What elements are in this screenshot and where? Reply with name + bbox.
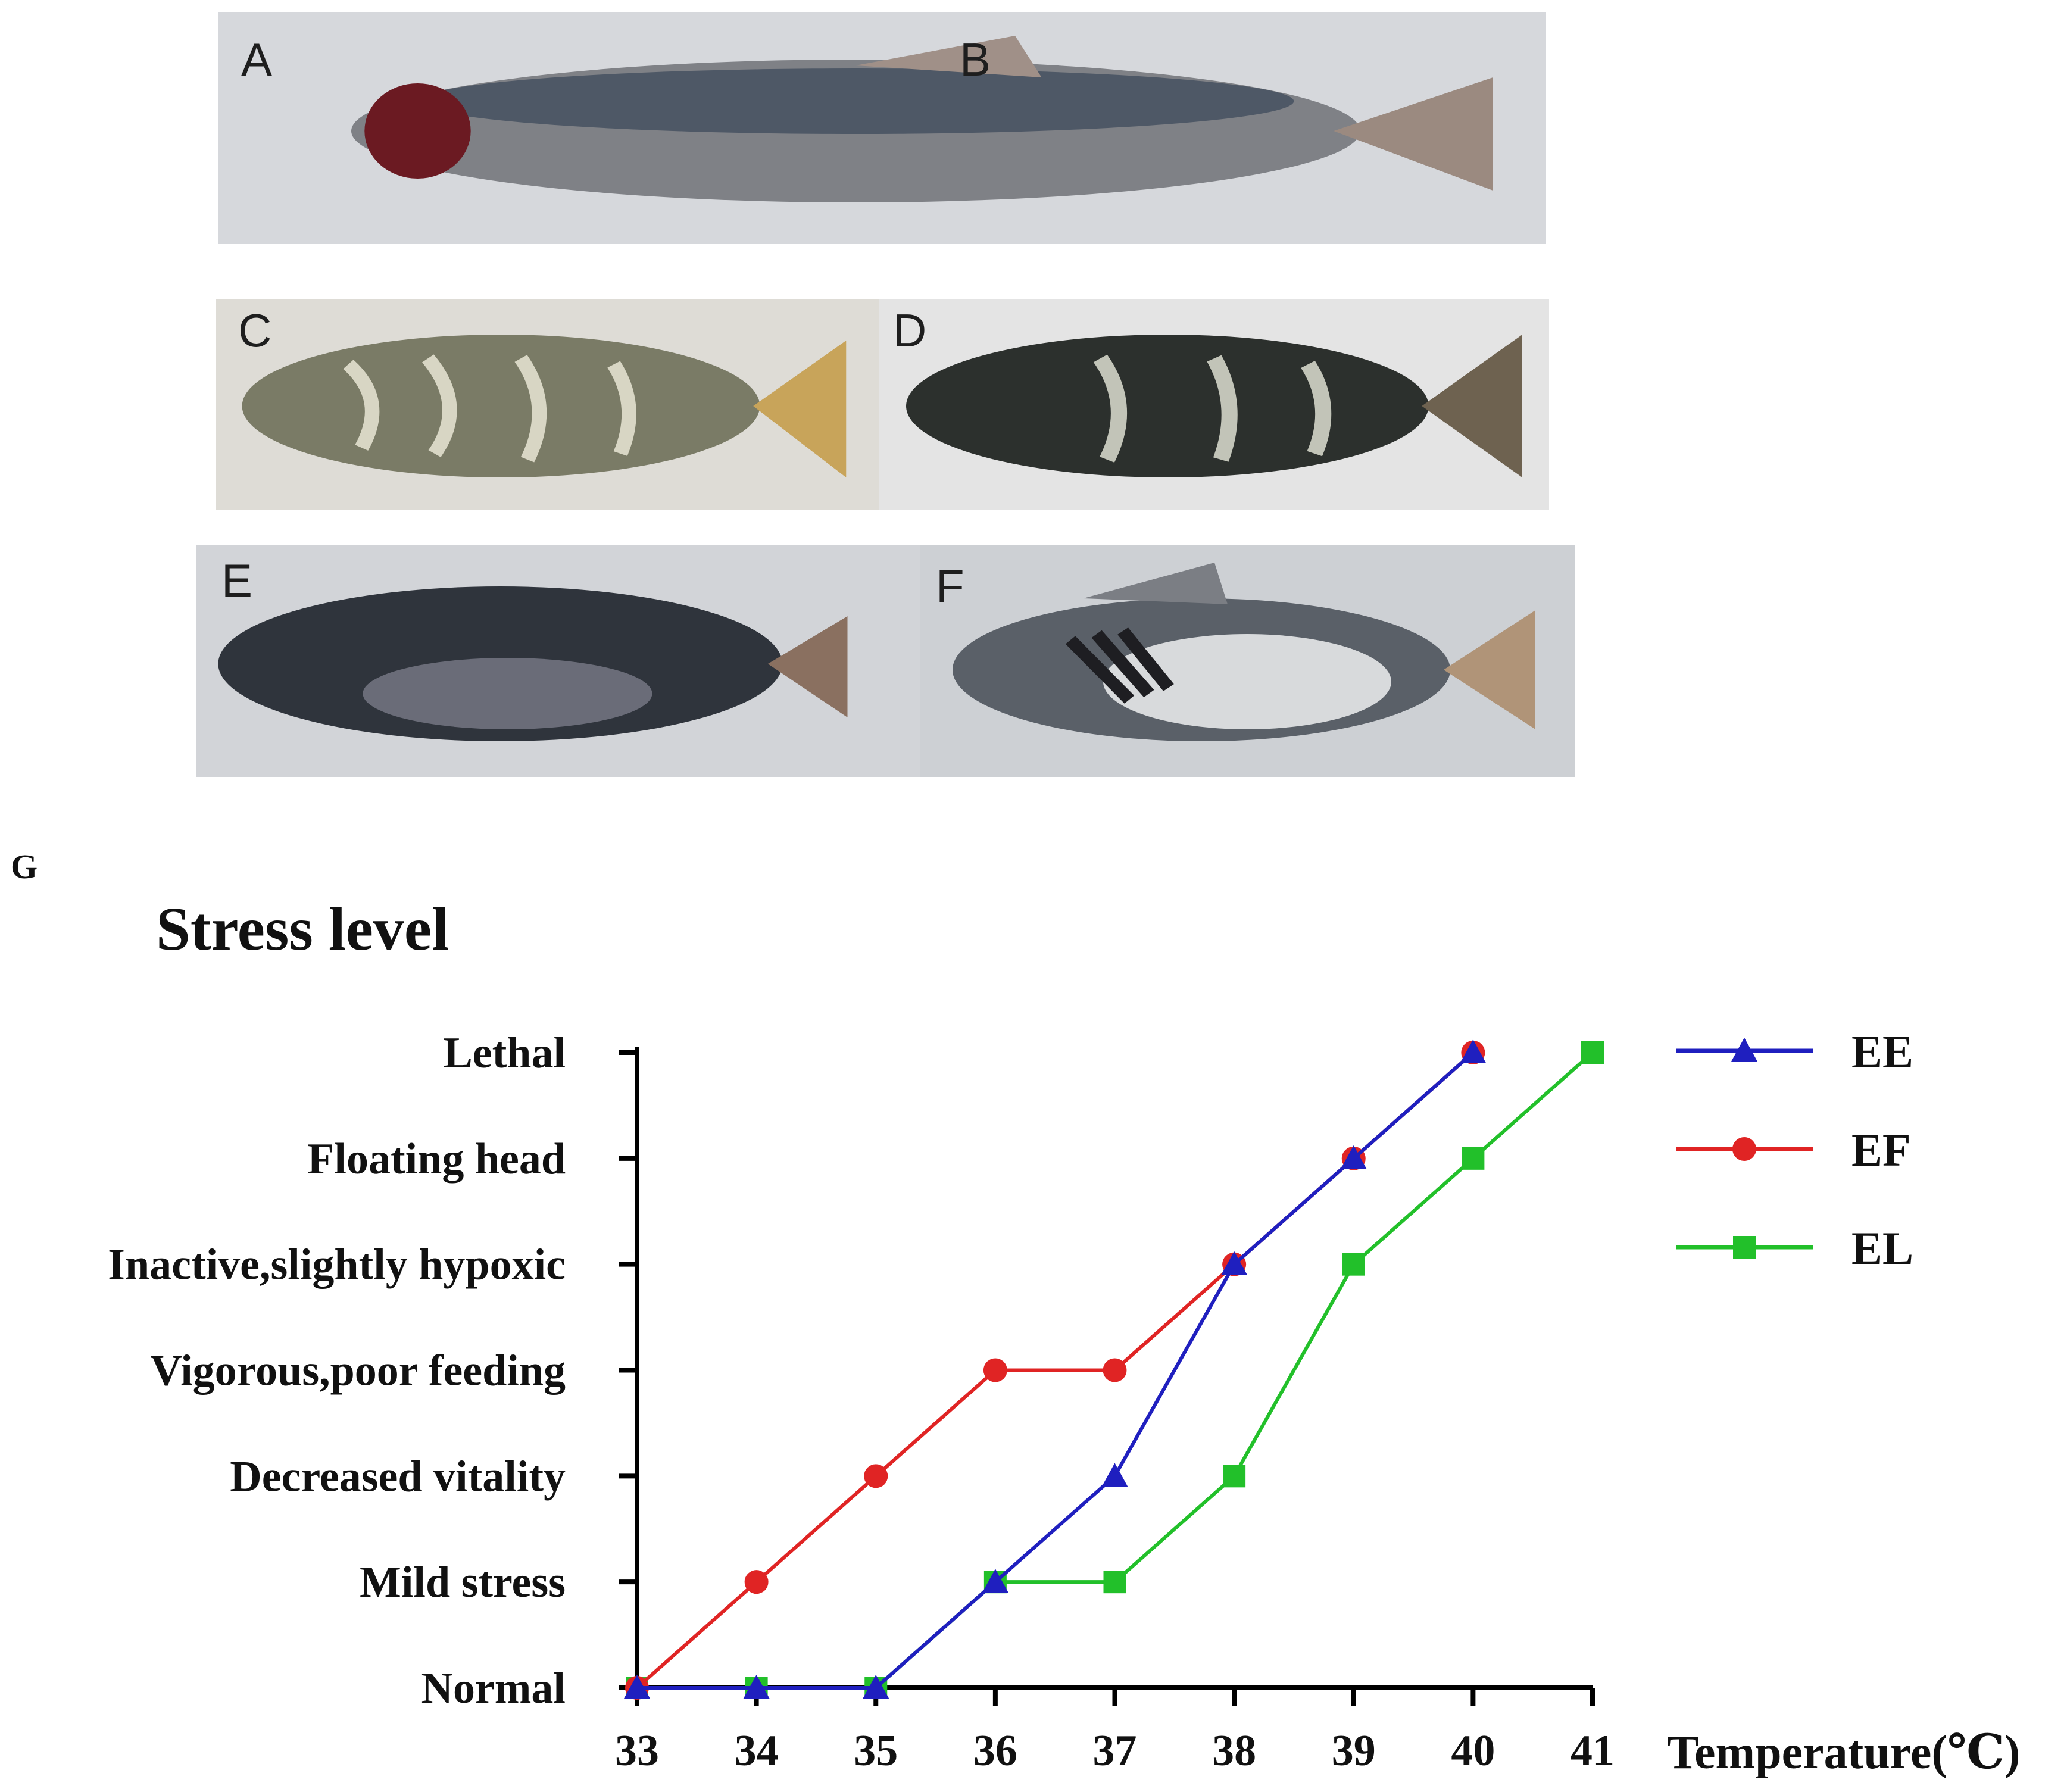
- data-point-el: [1462, 1147, 1485, 1170]
- fish-photo-f: [920, 545, 1575, 777]
- stress-level-chart: G Stress level Temperature(℃) Normal Mild…: [11, 847, 2021, 1779]
- x-tick-label: 39: [1332, 1727, 1376, 1775]
- y-tick-label: Decreased vitality: [230, 1452, 566, 1501]
- panel-letter-b: B: [960, 33, 991, 86]
- x-axis-label: Temperature(℃): [1667, 1727, 2021, 1779]
- series-line-ef: [636, 1051, 1475, 1690]
- data-point-ee: [1221, 1251, 1248, 1275]
- panel-letter-e: E: [221, 554, 253, 607]
- x-tick-label: 36: [973, 1727, 1017, 1775]
- legend-marker: [1733, 1236, 1756, 1259]
- legend-label: EE: [1851, 1026, 1913, 1078]
- fish-photo-c: [216, 299, 879, 510]
- chart-title: Stress level: [156, 895, 449, 963]
- data-point-ee: [1340, 1145, 1367, 1169]
- photo-panel-e: [196, 545, 920, 777]
- x-tick-label: 35: [854, 1727, 898, 1775]
- x-tick-label: 37: [1093, 1727, 1137, 1775]
- fish-photo-a: [218, 12, 1546, 244]
- photo-panel-d: [879, 299, 1549, 510]
- data-point-ee: [743, 1675, 770, 1699]
- data-point-ee: [624, 1675, 650, 1699]
- panel-letter-a: A: [241, 33, 273, 86]
- data-point-el: [1581, 1041, 1604, 1064]
- data-point-ee: [1460, 1039, 1487, 1063]
- series-lines: [624, 1039, 1604, 1700]
- panel-letter-f: F: [936, 560, 964, 613]
- fish-photo-e: [196, 545, 920, 777]
- legend-label: EF: [1851, 1124, 1911, 1176]
- y-tick-label: Inactive,slightly hypoxic: [108, 1241, 566, 1290]
- data-point-ee: [863, 1675, 889, 1699]
- legend-label: EL: [1851, 1222, 1913, 1274]
- series-ee: [624, 1039, 1487, 1699]
- photo-panel-f: [920, 545, 1575, 777]
- data-point-ee: [1101, 1463, 1128, 1487]
- legend-item-ee: EE: [1676, 1026, 1913, 1078]
- legend-marker: [1731, 1038, 1757, 1062]
- x-tick-label: 41: [1570, 1727, 1615, 1775]
- panel-letter-c: C: [238, 304, 272, 357]
- y-tick-label: Vigorous,poor feeding: [150, 1347, 566, 1395]
- x-tick-label: 40: [1451, 1727, 1495, 1775]
- y-tick-label: Normal: [421, 1664, 566, 1713]
- data-point-ef: [1103, 1358, 1127, 1382]
- x-tick-label: 38: [1212, 1727, 1256, 1775]
- photo-panel-c: [216, 299, 879, 510]
- chart-panel-g: G Stress level Temperature(℃) Normal Mild…: [0, 822, 2067, 1792]
- legend-item-el: EL: [1676, 1222, 1913, 1274]
- legend-item-ef: EF: [1676, 1124, 1911, 1176]
- fish-photo-d: [879, 299, 1549, 510]
- x-tick-label: 33: [615, 1727, 659, 1775]
- data-point-el: [1223, 1465, 1246, 1488]
- data-point-el: [1103, 1571, 1126, 1594]
- y-tick-label: Lethal: [443, 1029, 566, 1078]
- data-point-ef: [864, 1464, 888, 1488]
- legend: EE EF EL: [1676, 1026, 1913, 1274]
- data-point-ef: [983, 1358, 1007, 1382]
- data-point-el: [1342, 1253, 1365, 1276]
- axes: Normal Mild stress Decreased vitality Vigor…: [108, 1029, 1615, 1775]
- data-point-ee: [982, 1569, 1008, 1593]
- y-tick-label: Floating head: [307, 1135, 566, 1184]
- series-line-ee: [637, 1051, 1475, 1690]
- series-ef: [625, 1041, 1485, 1700]
- panel-letter-d: D: [893, 304, 927, 357]
- figure-label-g: G: [11, 847, 38, 886]
- photo-panel-a: [218, 12, 1546, 244]
- data-point-ef: [744, 1570, 769, 1594]
- y-tick-label: Mild stress: [360, 1558, 566, 1607]
- legend-marker: [1732, 1137, 1756, 1161]
- x-tick-label: 34: [735, 1727, 779, 1775]
